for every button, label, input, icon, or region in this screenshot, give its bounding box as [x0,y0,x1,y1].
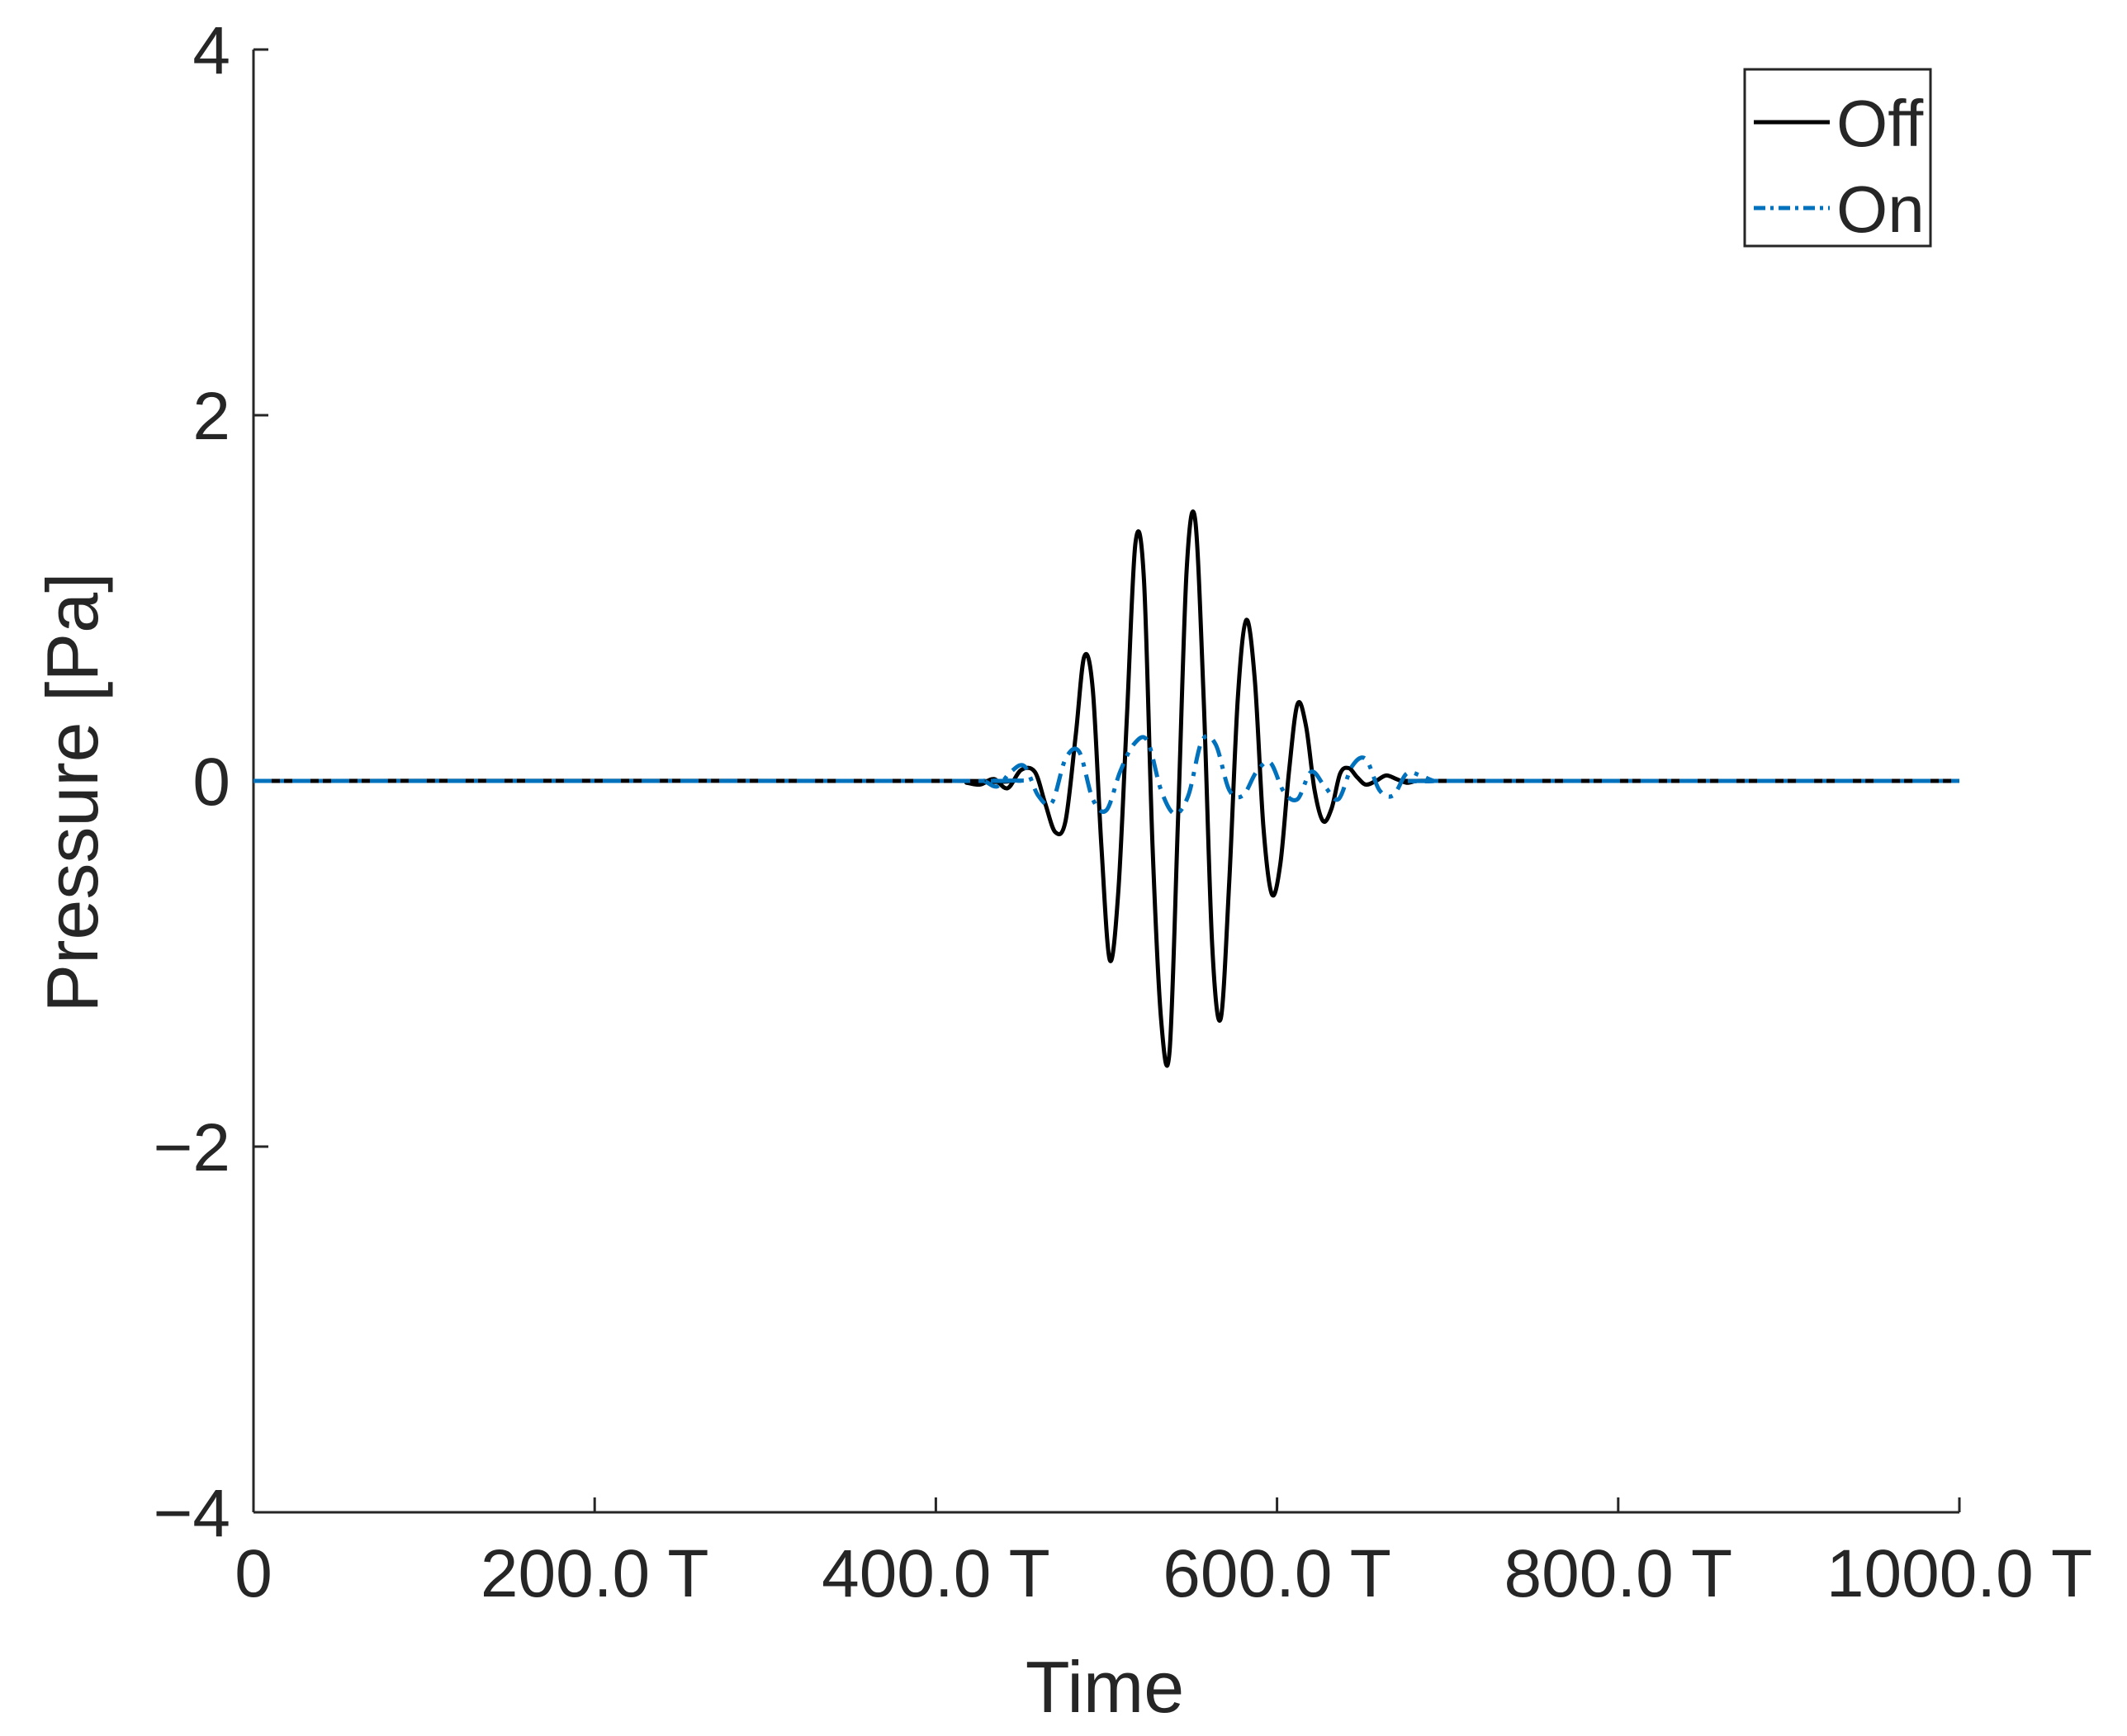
x-axis-label: Time [1026,1646,1184,1728]
legend-label-on: On [1836,173,1925,246]
legend-box [1743,68,1932,248]
y-tick-label: 4 [192,13,230,88]
y-tick-label: −4 [154,1476,231,1551]
legend-label-off: Off [1836,87,1924,160]
y-tick-label: 2 [192,379,230,454]
y-tick-label: 0 [192,745,230,820]
x-tick-label: 200.0 T [481,1536,709,1611]
x-tick-label: 1000.0 T [1826,1536,2092,1611]
axis-labels: Time Pressure [Pa] [31,572,1184,1728]
series-line-on [253,734,1959,816]
series-line-off [253,509,1959,1068]
x-tick-label: 0 [234,1536,272,1611]
ticks: 0 200.0 T 400.0 T 600.0 T 800.0 T 1000.0 T −4 −… [154,13,2093,1611]
y-axis-label: Pressure [Pa] [31,572,113,1012]
legend: Off On [1743,68,1932,248]
x-tick-label: 400.0 T [822,1536,1050,1611]
x-tick-label: 600.0 T [1163,1536,1391,1611]
series-lines [253,509,1959,1068]
x-tick-label: 800.0 T [1504,1536,1733,1611]
y-tick-label: −2 [154,1110,231,1185]
